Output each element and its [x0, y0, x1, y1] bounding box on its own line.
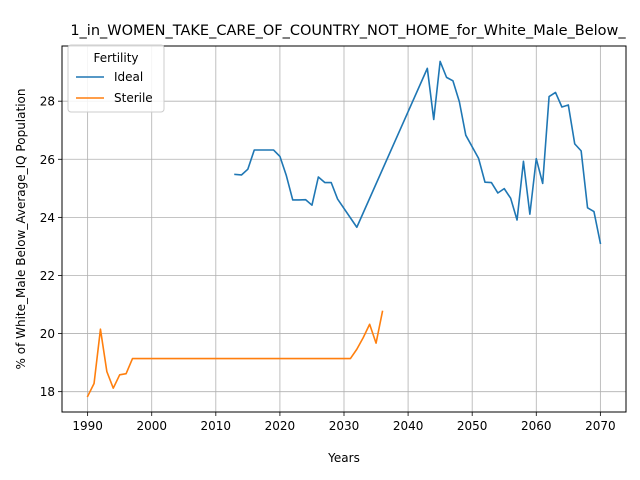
grid-lines — [62, 46, 626, 412]
x-tick-label: 2000 — [136, 419, 167, 433]
x-tick-label: 2020 — [265, 419, 296, 433]
y-tick-label: 28 — [40, 95, 55, 109]
y-tick-label: 24 — [40, 211, 55, 225]
legend-box — [67, 44, 165, 113]
legend-title: Fertility — [93, 51, 138, 65]
series-lines — [86, 60, 602, 398]
x-tick-label: 2070 — [585, 419, 616, 433]
legend: Fertility Ideal Sterile — [67, 44, 165, 113]
x-axis-ticks: 1990 2000 2010 2020 2030 2040 2050 2060 2070 — [72, 412, 616, 433]
x-tick-label: 1990 — [72, 419, 103, 433]
x-axis-label: Years — [327, 451, 360, 465]
series-line-ideal — [234, 60, 602, 245]
x-tick-label: 2050 — [457, 419, 488, 433]
y-tick-label: 26 — [40, 153, 55, 167]
chart-title: 1_in_WOMEN_TAKE_CARE_OF_COUNTRY_NOT_HOME… — [70, 23, 626, 39]
y-tick-label: 20 — [40, 327, 55, 341]
y-axis-ticks: 18 20 22 24 26 28 — [40, 95, 62, 399]
x-tick-label: 2010 — [201, 419, 232, 433]
y-tick-label: 18 — [40, 385, 55, 399]
x-tick-label: 2060 — [521, 419, 552, 433]
series-line-sterile — [86, 310, 384, 398]
y-axis-label: % of White_Male Below_Average_IQ Populat… — [14, 89, 28, 370]
x-tick-label: 2030 — [329, 419, 360, 433]
legend-label-ideal: Ideal — [114, 70, 143, 84]
y-tick-label: 22 — [40, 269, 55, 283]
legend-label-sterile: Sterile — [114, 91, 153, 105]
x-tick-label: 2040 — [393, 419, 424, 433]
